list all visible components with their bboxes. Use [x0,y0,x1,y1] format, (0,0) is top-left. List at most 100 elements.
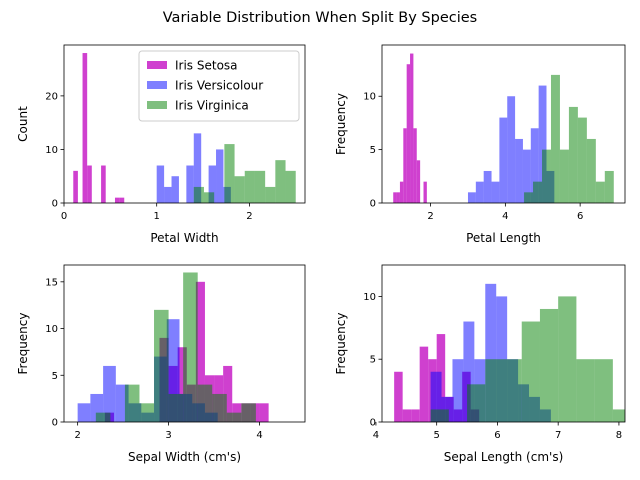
histogram-bar [522,149,531,203]
axes-frame [63,264,306,423]
x-axis-label: Sepal Length (cm's) [444,450,564,464]
x-tick-label: 2 [427,211,433,222]
legend-swatch [147,81,167,89]
legend-swatch [147,101,167,109]
histogram-bar [576,359,595,422]
histogram-bar [193,133,202,203]
histogram-bar [186,165,194,203]
histogram-bar [164,186,172,203]
histogram-bar [193,186,204,203]
histogram-bar [423,181,427,203]
histogram-bar [275,160,286,203]
histogram-bar [399,181,404,203]
y-tick-label: 0 [52,199,58,210]
y-tick-label: 0 [52,418,58,429]
histogram-bar [285,170,296,203]
y-tick-label: 5 [370,145,376,156]
histogram-bar [503,359,522,422]
y-axis-label: Frequency [334,313,348,375]
histogram-bar [452,359,464,422]
histogram-bar [430,409,449,422]
histogram-bar [538,85,547,203]
y-tick-label: 10 [45,324,58,335]
histogram-bars [394,283,640,422]
histogram-bar [631,347,640,422]
histogram-bar [394,371,403,422]
histogram-bar [413,128,417,203]
histogram-bar [139,403,155,422]
histogram-bar [419,346,429,422]
histogram-bar [208,165,217,203]
histogram-bar [491,181,500,203]
histogram-bar [177,347,187,422]
histogram-bar [226,412,242,422]
x-axis-label: Petal Length [466,231,541,245]
x-tick-label: 2 [246,211,252,222]
y-tick-label: 10 [363,92,376,103]
x-tick-label: 1 [154,211,160,222]
histogram-bar [95,412,111,422]
x-tick-label: 6 [577,211,583,222]
histogram-bar [595,181,605,203]
panel-3: 2 3 4 0 5 10 15 Sepal Width (cm's) Frequency [16,264,306,464]
histogram-bar [119,197,125,203]
histogram-bar [485,359,504,422]
x-tick-label: 0 [61,211,67,222]
axes-frame [381,44,626,204]
x-tick-label: 2 [74,430,80,441]
histogram-bar [77,403,91,422]
y-axis-label: Frequency [334,93,348,155]
histogram-bar [558,296,577,422]
histogram-bar [156,165,165,203]
x-tick-label: 4 [373,430,379,441]
histogram-bar [467,192,476,203]
histogram-bar [533,181,542,203]
x-tick-label: 4 [502,211,508,222]
legend-entry: Iris Setosa [175,59,238,73]
histogram-bar [244,170,255,203]
histogram-bar [475,181,484,203]
x-tick-label: 6 [494,430,500,441]
histogram-bar [586,138,596,203]
panel-2: 2 4 6 0 5 10 Petal Length Frequency [334,44,626,245]
y-axis-label: Frequency [16,313,30,375]
histogram-bar [259,403,269,422]
legend: Iris Setosa Iris Versicolour Iris Virginic… [138,50,300,122]
histogram-bar [612,409,625,422]
y-tick-label: 5 [52,371,58,382]
legend-swatch [147,61,167,69]
x-axis-label: Petal Width [150,231,218,245]
histogram-bar [73,170,78,203]
histogram-bar [103,365,116,422]
histogram-bar [430,371,442,422]
histogram-bar [515,138,523,203]
histogram-bar [403,128,407,203]
histogram-bar [224,144,235,203]
histogram-bar [507,96,516,203]
legend-entry: Iris Versicolour [175,79,263,93]
histogram-bar [402,409,412,422]
legend-entry: Iris Virginica [175,99,249,113]
x-tick-label: 3 [165,430,171,441]
histogram-bars [73,53,296,203]
histogram-bar [542,149,551,203]
histogram-bar [539,308,559,422]
histogram-bar [521,321,540,422]
y-tick-label: 0 [370,199,376,210]
histogram-bar [234,176,245,203]
histogram-bar [559,149,569,203]
histogram-bars [393,53,614,203]
y-tick-label: 15 [45,277,58,288]
histogram-bar [265,186,276,203]
x-axis-label: Sepal Width (cm's) [128,450,241,464]
x-tick-label: 5 [433,430,439,441]
figure-suptitle: Variable Distribution When Split By Spec… [163,10,477,26]
histogram-bar [594,359,613,422]
y-tick-label: 10 [45,145,58,156]
histogram-bar [195,281,205,422]
histogram-bar [223,365,233,422]
histogram-bar [101,165,106,203]
